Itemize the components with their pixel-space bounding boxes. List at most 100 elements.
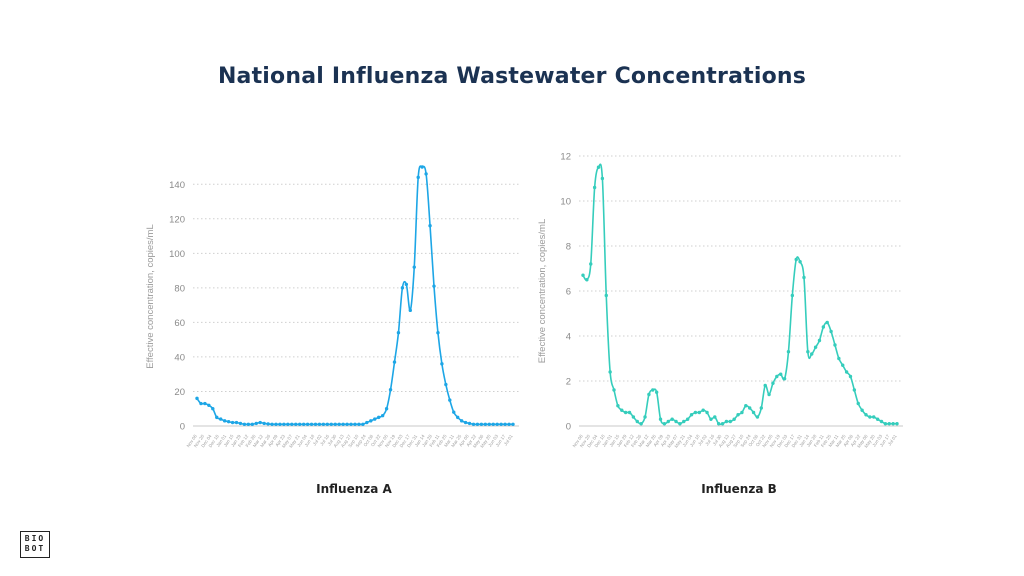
- influenza-a-data-point: [294, 422, 298, 426]
- influenza-a-caption: Influenza A: [316, 482, 392, 496]
- influenza-b-xtick-label: Apr 22: [850, 433, 862, 447]
- influenza-b-ytick-label: 8: [566, 242, 571, 253]
- influenza-a-series-line: [196, 165, 513, 426]
- influenza-a-ytick-label: 140: [169, 180, 185, 191]
- influenza-a-xtick-label: Oct 22: [370, 433, 382, 447]
- influenza-a-data-point: [266, 422, 270, 426]
- influenza-a-xtick-label: Apr 08: [458, 433, 470, 447]
- influenza-b-data-point: [713, 415, 717, 419]
- influenza-a-data-point: [487, 422, 491, 426]
- influenza-a-data-point: [349, 422, 353, 426]
- influenza-a-data-point: [479, 422, 484, 426]
- influenza-b-ytick-label: 0: [566, 422, 571, 433]
- influenza-b-data-point: [620, 408, 624, 412]
- influenza-b-data-point: [592, 185, 597, 190]
- influenza-a-data-point: [377, 415, 381, 420]
- influenza-b-data-point: [616, 404, 620, 408]
- influenza-b-data-point: [662, 422, 667, 426]
- influenza-b-data-point: [744, 404, 748, 408]
- influenza-a-ytick-label: 120: [169, 214, 185, 225]
- influenza-a-data-point: [207, 403, 211, 407]
- influenza-a-data-point: [444, 382, 448, 387]
- influenza-b-data-point: [848, 374, 853, 379]
- influenza-a-data-point: [234, 420, 239, 425]
- influenza-b-data-point: [864, 413, 868, 417]
- influenza-a-data-point: [388, 388, 393, 392]
- influenza-a-xtick-label: Apr 22: [465, 433, 477, 447]
- influenza-b-xtick-label: Apr 08: [842, 433, 854, 447]
- influenza-a-xtick-label: Oct 08: [362, 433, 374, 447]
- influenza-a-data-point: [337, 422, 341, 426]
- influenza-b-data-point: [883, 422, 888, 426]
- influenza-b-data-point: [589, 262, 593, 266]
- influenza-a-xtick-label: Jul 01: [503, 433, 514, 446]
- influenza-b-data-point: [635, 419, 639, 424]
- influenza-a-data-point: [199, 401, 203, 406]
- influenza-b-data-point: [879, 419, 884, 424]
- influenza-b-data-point: [682, 419, 686, 424]
- influenza-a-data-point: [459, 419, 464, 423]
- influenza-b-data-point: [825, 320, 829, 325]
- influenza-b-data-point: [844, 370, 849, 374]
- influenza-b-data-point: [740, 410, 744, 415]
- influenza-a-data-point: [325, 422, 330, 426]
- influenza-b-data-point: [875, 417, 880, 421]
- influenza-b-data-point: [837, 356, 841, 361]
- influenza-a-data-point: [270, 422, 274, 426]
- influenza-b-xtick-label: Jul 30: [712, 433, 723, 446]
- influenza-b-data-point: [697, 410, 701, 415]
- influenza-a-data-point: [392, 360, 397, 364]
- influenza-b-xtick-label: Apr 09: [652, 433, 664, 447]
- influenza-b-data-point: [600, 176, 605, 181]
- influenza-a-data-point: [384, 407, 389, 411]
- influenza-a-data-point: [238, 421, 243, 426]
- influenza-a-data-point: [313, 422, 318, 426]
- influenza-b-chart: 0 2 4 6 8 10 12 Effective concentration, copies…: [537, 152, 903, 449]
- influenza-b-data-point: [685, 417, 690, 421]
- influenza-a-data-point: [467, 421, 472, 426]
- influenza-b-data-point: [701, 408, 705, 412]
- influenza-b-data-point: [841, 363, 845, 367]
- influenza-b-data-point: [782, 377, 787, 381]
- influenza-b-data-point: [716, 422, 721, 426]
- influenza-a-data-point: [254, 421, 258, 426]
- influenza-b-series-line: [582, 163, 897, 426]
- influenza-a-data-point: [420, 165, 424, 169]
- influenza-b-data-point: [724, 419, 729, 424]
- influenza-b-data-point: [759, 406, 764, 410]
- influenza-a-data-point: [448, 398, 452, 402]
- influenza-a-data-point: [278, 422, 282, 426]
- influenza-b-data-point: [736, 413, 740, 417]
- influenza-a-data-point: [483, 422, 488, 426]
- influenza-b-data-point: [647, 392, 651, 397]
- influenza-b-data-point: [705, 410, 709, 415]
- influenza-b-data-point: [689, 413, 694, 417]
- influenza-a-ytick-label: 40: [174, 352, 185, 363]
- influenza-a-data-point: [452, 410, 456, 414]
- influenza-a-data-point: [491, 422, 495, 426]
- influenza-a-data-point: [471, 422, 476, 426]
- influenza-a-data-point: [219, 417, 223, 421]
- influenza-a-data-point: [369, 419, 373, 423]
- influenza-b-data-point: [887, 422, 891, 426]
- influenza-a-xtick-label: Apr 23: [274, 433, 286, 447]
- influenza-b-data-point: [643, 415, 647, 419]
- influenza-a-data-point: [341, 422, 345, 426]
- influenza-b-xtick-label: Oct 22: [755, 433, 767, 447]
- influenza-b-data-point: [817, 338, 822, 343]
- influenza-b-caption: Influenza B: [701, 482, 777, 496]
- influenza-a-data-point: [365, 420, 369, 425]
- influenza-a-data-point: [230, 420, 235, 425]
- influenza-a-data-point: [428, 224, 432, 228]
- influenza-b-data-point: [627, 410, 632, 415]
- influenza-b-data-point: [658, 417, 663, 421]
- influenza-b-data-point: [604, 293, 608, 298]
- influenza-b-data-point: [720, 422, 725, 426]
- influenza-a-data-point: [456, 415, 460, 420]
- influenza-a-data-point: [262, 421, 266, 426]
- influenza-b-data-point: [771, 381, 775, 385]
- influenza-b-data-point: [639, 422, 643, 426]
- influenza-b-data-point: [612, 388, 616, 392]
- influenza-b-data-point: [821, 325, 826, 329]
- influenza-b-data-point: [829, 329, 833, 334]
